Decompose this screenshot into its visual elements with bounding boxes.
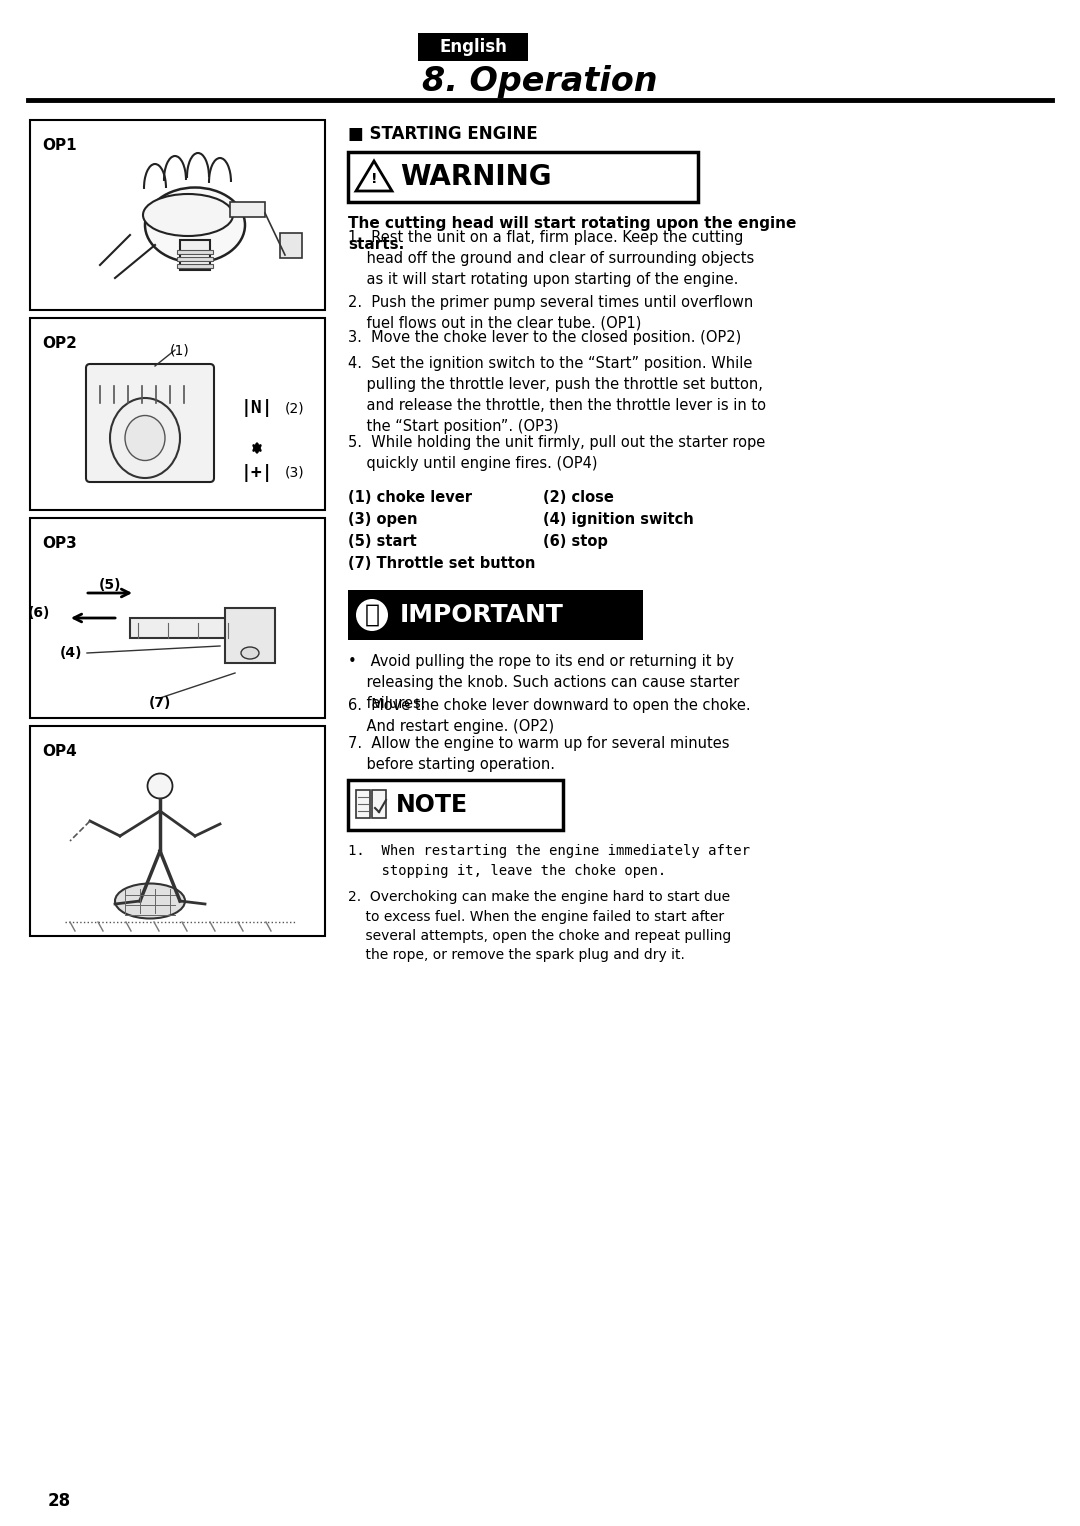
Text: (2): (2) [285, 401, 305, 415]
Bar [372, 790, 386, 818]
Bar [177, 264, 213, 269]
Ellipse shape [110, 398, 180, 478]
Bar [348, 780, 563, 830]
Circle shape [356, 600, 388, 630]
Text: (6): (6) [28, 606, 50, 620]
Text: |N|: |N| [241, 398, 273, 417]
Ellipse shape [241, 647, 259, 659]
Ellipse shape [148, 774, 173, 798]
Ellipse shape [143, 194, 233, 237]
Text: (3) open: (3) open [348, 513, 418, 526]
Text: OP3: OP3 [42, 536, 77, 551]
Ellipse shape [114, 884, 185, 919]
Text: (5): (5) [98, 578, 121, 592]
Text: 4.  Set the ignition switch to the “Start” position. While
    pulling the throt: 4. Set the ignition switch to the “Start… [348, 356, 766, 433]
Text: 5.  While holding the unit firmly, pull out the starter rope
    quickly until e: 5. While holding the unit firmly, pull o… [348, 435, 766, 472]
Ellipse shape [145, 188, 245, 262]
Text: (6) stop: (6) stop [543, 534, 608, 549]
Bar [30, 517, 325, 719]
Text: 1.  Rest the unit on a flat, firm place. Keep the cutting
    head off the groun: 1. Rest the unit on a flat, firm place. … [348, 230, 754, 287]
Text: |+|: |+| [241, 464, 273, 482]
Bar [30, 726, 325, 935]
Text: (3): (3) [285, 465, 305, 481]
Text: •   Avoid pulling the rope to its end or returning it by
    releasing the knob.: • Avoid pulling the rope to its end or r… [348, 655, 739, 711]
Bar [225, 607, 275, 662]
Text: ■ STARTING ENGINE: ■ STARTING ENGINE [348, 125, 538, 143]
Bar [348, 591, 643, 639]
Text: English: English [440, 38, 507, 56]
Bar [130, 618, 260, 638]
Text: (2) close: (2) close [543, 490, 613, 505]
FancyBboxPatch shape [86, 365, 214, 482]
Ellipse shape [125, 415, 165, 461]
Bar [180, 240, 210, 270]
Text: 6.  Move the choke lever downward to open the choke.
    And restart engine. (OP: 6. Move the choke lever downward to open… [348, 697, 751, 734]
Text: (4): (4) [60, 645, 82, 661]
Bar [280, 233, 302, 258]
Text: WARNING: WARNING [400, 163, 552, 191]
Text: OP2: OP2 [42, 336, 77, 351]
Text: (7) Throttle set button: (7) Throttle set button [348, 555, 536, 571]
Text: (7): (7) [149, 696, 172, 710]
Bar [230, 201, 265, 217]
Text: The cutting head will start rotating upon the engine
starts.: The cutting head will start rotating upo… [348, 217, 796, 252]
Bar [177, 256, 213, 261]
Text: 2.  Overchoking can make the engine hard to start due
    to excess fuel. When t: 2. Overchoking can make the engine hard … [348, 890, 731, 963]
Polygon shape [356, 162, 392, 191]
Text: NOTE: NOTE [396, 794, 468, 816]
Text: (1): (1) [171, 343, 190, 357]
Bar [348, 153, 698, 201]
Text: 2.  Push the primer pump several times until overflown
    fuel flows out in the: 2. Push the primer pump several times un… [348, 295, 753, 331]
Bar [30, 121, 325, 310]
Bar [30, 317, 325, 510]
Bar [418, 34, 528, 61]
Text: 8. Operation: 8. Operation [422, 66, 658, 99]
Text: (4) ignition switch: (4) ignition switch [543, 513, 693, 526]
Text: OP1: OP1 [42, 137, 77, 153]
Text: ⓘ: ⓘ [365, 603, 379, 627]
Bar [356, 790, 370, 818]
Text: !: ! [370, 172, 377, 186]
Text: OP4: OP4 [42, 745, 77, 758]
Bar [177, 250, 213, 253]
Text: IMPORTANT: IMPORTANT [400, 603, 564, 627]
Text: 7.  Allow the engine to warm up for several minutes
    before starting operatio: 7. Allow the engine to warm up for sever… [348, 736, 729, 772]
Text: 28: 28 [48, 1492, 71, 1511]
Text: (1) choke lever: (1) choke lever [348, 490, 472, 505]
Text: (5) start: (5) start [348, 534, 417, 549]
Text: 1.  When restarting the engine immediately after
    stopping it, leave the chok: 1. When restarting the engine immediatel… [348, 844, 750, 877]
Text: 3.  Move the choke lever to the closed position. (OP2): 3. Move the choke lever to the closed po… [348, 330, 741, 345]
